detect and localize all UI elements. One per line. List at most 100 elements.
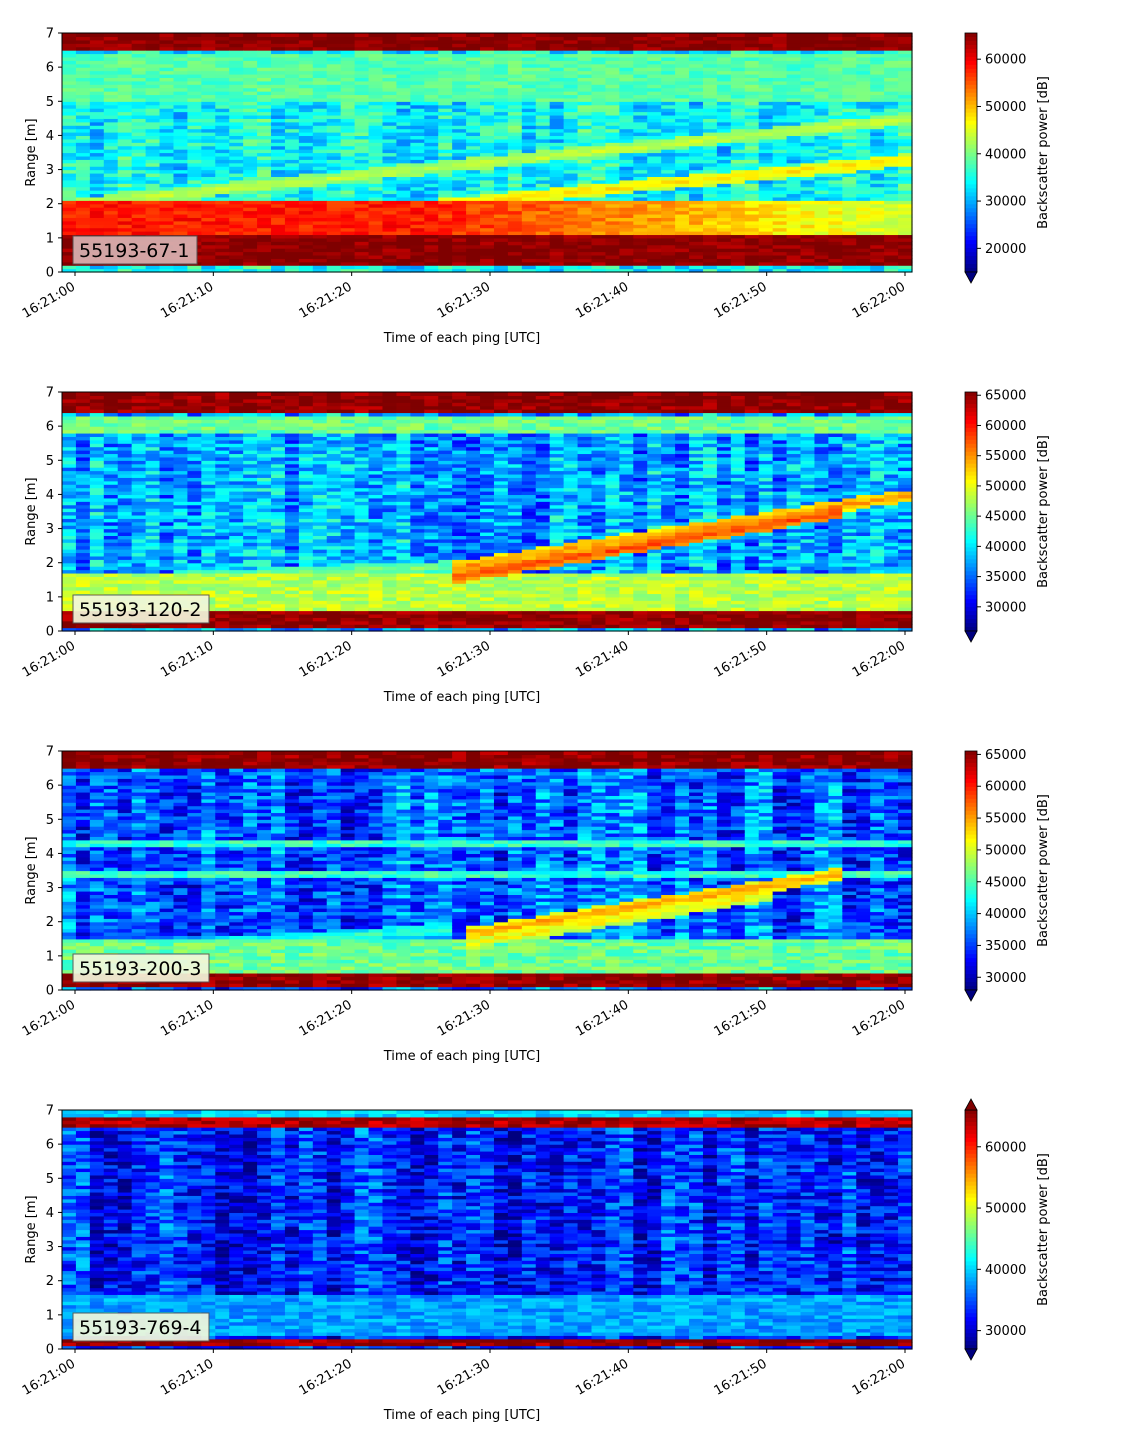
x-tick-label: 16:21:20 bbox=[297, 997, 355, 1039]
x-tick-label: 16:21:50 bbox=[712, 997, 770, 1039]
colorbar: 20000 30000 40000 50000 60000 Backscatter pow… bbox=[964, 32, 1051, 284]
panel-4: 0 1 2 3 4 5 6 7 Range [m] 16:21:00 16:21:10 16:21:2… bbox=[20, 1098, 1051, 1423]
y-tick-label: 2 bbox=[46, 197, 54, 212]
colorbar-tick-label: 65000 bbox=[985, 389, 1026, 404]
y-tick-label: 0 bbox=[46, 266, 54, 281]
colorbar-tick-label: 50000 bbox=[985, 843, 1026, 858]
x-tick-label: 16:21:20 bbox=[297, 279, 355, 321]
x-axis-label: Time of each ping [UTC] bbox=[383, 690, 541, 705]
panel-label: 55193-200-3 bbox=[79, 958, 202, 980]
colorbar-tick-label: 20000 bbox=[985, 242, 1026, 257]
y-tick-label: 4 bbox=[46, 129, 54, 144]
y-axis-label: Range [m] bbox=[24, 118, 39, 186]
y-tick-label: 1 bbox=[46, 590, 54, 605]
x-tick-label: 16:21:30 bbox=[435, 997, 493, 1039]
colorbar-tick-label: 35000 bbox=[985, 570, 1026, 585]
colorbar: 30000 35000 40000 45000 50000 55000 60000 65000… bbox=[964, 389, 1051, 643]
colorbar-tick-label: 40000 bbox=[985, 147, 1026, 162]
panel-label-box bbox=[72, 1312, 210, 1342]
x-tick-label: 16:21:40 bbox=[573, 1356, 631, 1398]
colorbar-tick-label: 45000 bbox=[985, 510, 1026, 525]
y-tick-label: 2 bbox=[46, 1274, 54, 1289]
y-tick-label: 6 bbox=[46, 61, 54, 76]
panel-2: 0 1 2 3 4 5 6 7 Range [m] 16:21:00 16:21:10 16:21:2… bbox=[20, 386, 1051, 706]
colorbar-label: Backscatter power [dB] bbox=[1036, 794, 1051, 947]
colorbar-tick-label: 30000 bbox=[985, 195, 1026, 210]
panel-1: 0 1 2 3 4 5 6 7 Range [m] 16:21:00 16:21:10 16:21:2… bbox=[20, 27, 1051, 347]
y-tick-label: 6 bbox=[46, 1138, 54, 1153]
y-tick-label: 3 bbox=[46, 881, 54, 896]
colorbar-tick-label: 30000 bbox=[985, 971, 1026, 986]
x-tick-label: 16:21:30 bbox=[435, 1356, 493, 1398]
x-tick-label: 16:22:00 bbox=[850, 1356, 908, 1398]
heatmap-cells bbox=[62, 1110, 913, 1350]
colorbar: 30000 35000 40000 45000 50000 55000 60000 65000… bbox=[964, 748, 1051, 1002]
x-tick-label: 16:21:20 bbox=[297, 1356, 355, 1398]
y-tick-label: 4 bbox=[46, 488, 54, 503]
x-tick-label: 16:21:00 bbox=[20, 997, 78, 1039]
panel-label-box bbox=[72, 235, 198, 265]
colorbar-tick-label: 55000 bbox=[985, 449, 1026, 464]
colorbar-extend-max bbox=[964, 1098, 978, 1111]
x-tick-label: 16:21:00 bbox=[20, 279, 78, 321]
colorbar-tick-label: 50000 bbox=[985, 479, 1026, 494]
x-tick-label: 16:21:30 bbox=[435, 279, 493, 321]
panel-label-box bbox=[72, 953, 210, 983]
y-tick-label: 3 bbox=[46, 1240, 54, 1255]
colorbar-tick-label: 40000 bbox=[985, 540, 1026, 555]
x-tick-label: 16:21:40 bbox=[573, 997, 631, 1039]
x-tick-label: 16:21:10 bbox=[158, 638, 216, 680]
y-axis-label: Range [m] bbox=[24, 1195, 39, 1263]
y-tick-label: 5 bbox=[46, 454, 54, 469]
panel-label: 55193-769-4 bbox=[79, 1317, 202, 1339]
colorbar-tick-label: 30000 bbox=[985, 1324, 1026, 1339]
x-tick-label: 16:21:50 bbox=[712, 638, 770, 680]
colorbar: 30000 40000 50000 60000 Backscatter power [d… bbox=[964, 1098, 1051, 1361]
y-tick-label: 0 bbox=[46, 1343, 54, 1358]
y-tick-label: 1 bbox=[46, 1308, 54, 1323]
x-tick-label: 16:21:00 bbox=[20, 1356, 78, 1398]
x-tick-label: 16:21:30 bbox=[435, 638, 493, 680]
x-tick-label: 16:21:10 bbox=[158, 997, 216, 1039]
panel-label-box bbox=[72, 594, 210, 624]
colorbar-tick-label: 60000 bbox=[985, 1140, 1026, 1155]
colorbar-tick-label: 50000 bbox=[985, 1202, 1026, 1217]
x-tick-label: 16:22:00 bbox=[850, 279, 908, 321]
y-tick-label: 7 bbox=[46, 745, 54, 760]
colorbar-tick-label: 30000 bbox=[985, 600, 1026, 615]
y-tick-label: 7 bbox=[46, 1104, 54, 1119]
colorbar-tick-label: 40000 bbox=[985, 907, 1026, 922]
x-tick-label: 16:21:10 bbox=[158, 279, 216, 321]
heatmap-cells bbox=[62, 751, 913, 991]
plot-frame bbox=[61, 32, 913, 273]
colorbar-extend-min bbox=[964, 989, 978, 1002]
y-tick-label: 7 bbox=[46, 386, 54, 401]
y-tick-label: 6 bbox=[46, 779, 54, 794]
plot-frame bbox=[61, 750, 913, 991]
y-tick-label: 4 bbox=[46, 1206, 54, 1221]
y-tick-label: 0 bbox=[46, 625, 54, 640]
colorbar-extend-min bbox=[964, 630, 978, 643]
y-tick-label: 1 bbox=[46, 231, 54, 246]
x-tick-label: 16:21:20 bbox=[297, 638, 355, 680]
colorbar-tick-label: 65000 bbox=[985, 748, 1026, 763]
colorbar-extend-min bbox=[964, 271, 978, 284]
heatmap-cells bbox=[62, 392, 913, 632]
plot-frame bbox=[61, 1109, 913, 1350]
colorbar-extend-min bbox=[964, 1348, 978, 1361]
colorbar-tick-label: 50000 bbox=[985, 100, 1026, 115]
panel-3: 0 1 2 3 4 5 6 7 Range [m] 16:21:00 16:21:10 16:21:2… bbox=[20, 745, 1051, 1065]
x-tick-label: 16:21:40 bbox=[573, 279, 631, 321]
y-tick-label: 3 bbox=[46, 522, 54, 537]
y-tick-label: 1 bbox=[46, 949, 54, 964]
colorbar-tick-label: 40000 bbox=[985, 1263, 1026, 1278]
y-axis-label: Range [m] bbox=[24, 836, 39, 904]
panel-label: 55193-67-1 bbox=[79, 240, 189, 262]
y-tick-label: 5 bbox=[46, 95, 54, 110]
colorbar-tick-label: 55000 bbox=[985, 812, 1026, 827]
x-tick-label: 16:22:00 bbox=[850, 638, 908, 680]
y-tick-label: 6 bbox=[46, 420, 54, 435]
colorbar-label: Backscatter power [dB] bbox=[1036, 76, 1051, 229]
x-tick-label: 16:21:40 bbox=[573, 638, 631, 680]
x-axis-label: Time of each ping [UTC] bbox=[383, 1408, 541, 1423]
